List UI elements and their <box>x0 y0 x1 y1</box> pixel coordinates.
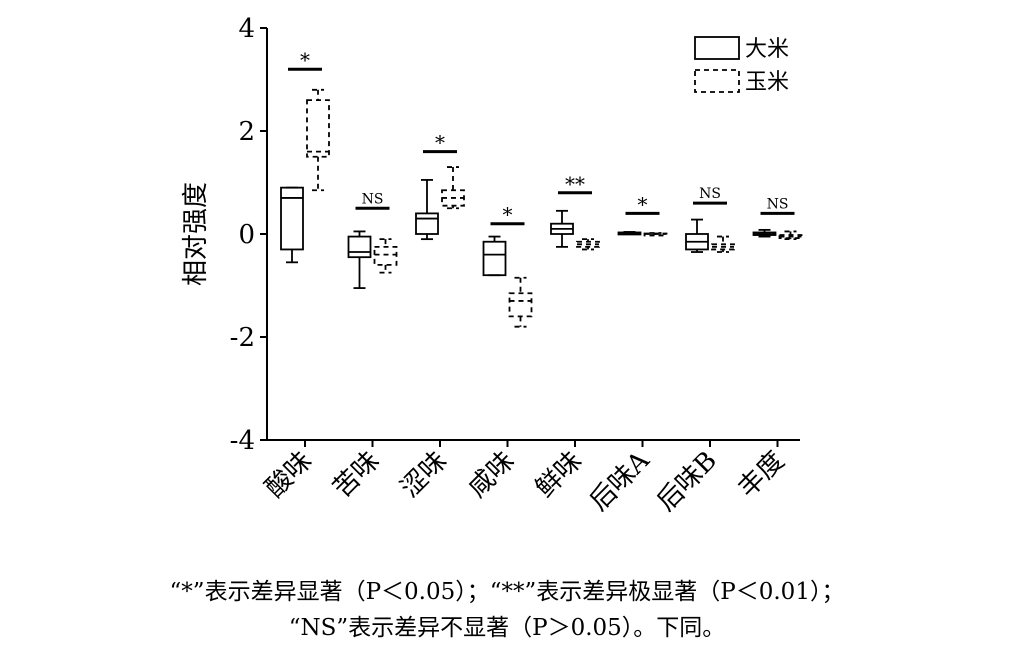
box-series1-6 <box>685 218 709 253</box>
box-series1-7 <box>752 228 777 238</box>
box-body <box>415 212 439 235</box>
legend-swatch-dashed <box>694 69 740 93</box>
y-tick-label: 4 <box>238 14 255 44</box>
box-series2-6 <box>711 235 735 253</box>
box-series1-3 <box>482 235 507 277</box>
box-series2-3 <box>508 276 533 328</box>
box-body <box>347 235 372 259</box>
significance-label: NS <box>362 191 384 207</box>
box-body <box>482 240 507 277</box>
significance-label: * <box>300 48 310 72</box>
box-series2-7 <box>778 230 803 241</box>
caption-line-1: “*”表示差异显著（P＜0.05）；“**”表示差异极显著（P＜0.01）； <box>169 579 845 605</box>
x-tick-label: 鲜味 <box>530 446 588 504</box>
significance-label: NS <box>699 186 721 202</box>
box-body <box>306 99 330 158</box>
x-tick-label: 苦味 <box>327 446 385 504</box>
y-axis-label: 相对强度 <box>181 182 211 286</box>
significance-label: ** <box>565 172 585 196</box>
significance-label: * <box>435 131 445 155</box>
y-tick-label: 2 <box>238 117 255 147</box>
box-series2-5 <box>643 232 668 237</box>
significance-label: * <box>638 192 648 216</box>
x-tick-label: 后味B <box>651 446 722 517</box>
box-series2-0 <box>306 88 330 192</box>
caption-line-2: “NS”表示差异不显著（P＞0.05）。下同。 <box>288 615 726 641</box>
significance-label: * <box>503 203 513 227</box>
box-body <box>373 245 398 266</box>
x-tick-label: 咸味 <box>462 446 520 504</box>
x-tick-label: 涩味 <box>395 446 453 504</box>
x-tick-label: 酸味 <box>260 446 318 504</box>
box-body <box>280 186 304 251</box>
box-series1-1 <box>347 230 372 289</box>
box-groups <box>280 88 803 328</box>
box-series2-4 <box>576 238 600 251</box>
legend-swatch-solid <box>694 36 740 60</box>
y-tick-label: -2 <box>230 323 255 353</box>
x-tick-label: 丰度 <box>732 446 790 504</box>
y-tick-label: -4 <box>230 426 255 456</box>
legend-label: 玉米 <box>745 70 789 95</box>
y-tick-label: 0 <box>238 220 255 250</box>
box-series1-5 <box>617 231 642 236</box>
x-tick-label: 后味A <box>584 445 656 517</box>
box-body <box>576 240 600 248</box>
box-series1-2 <box>415 179 439 241</box>
significance-label: NS <box>767 196 789 212</box>
legend-label: 大米 <box>745 37 789 62</box>
box-body <box>508 292 533 318</box>
box-series2-1 <box>373 238 398 274</box>
box-body <box>711 243 735 251</box>
box-series2-2 <box>441 166 465 210</box>
box-series1-4 <box>550 209 574 248</box>
box-series1-0 <box>280 186 304 264</box>
